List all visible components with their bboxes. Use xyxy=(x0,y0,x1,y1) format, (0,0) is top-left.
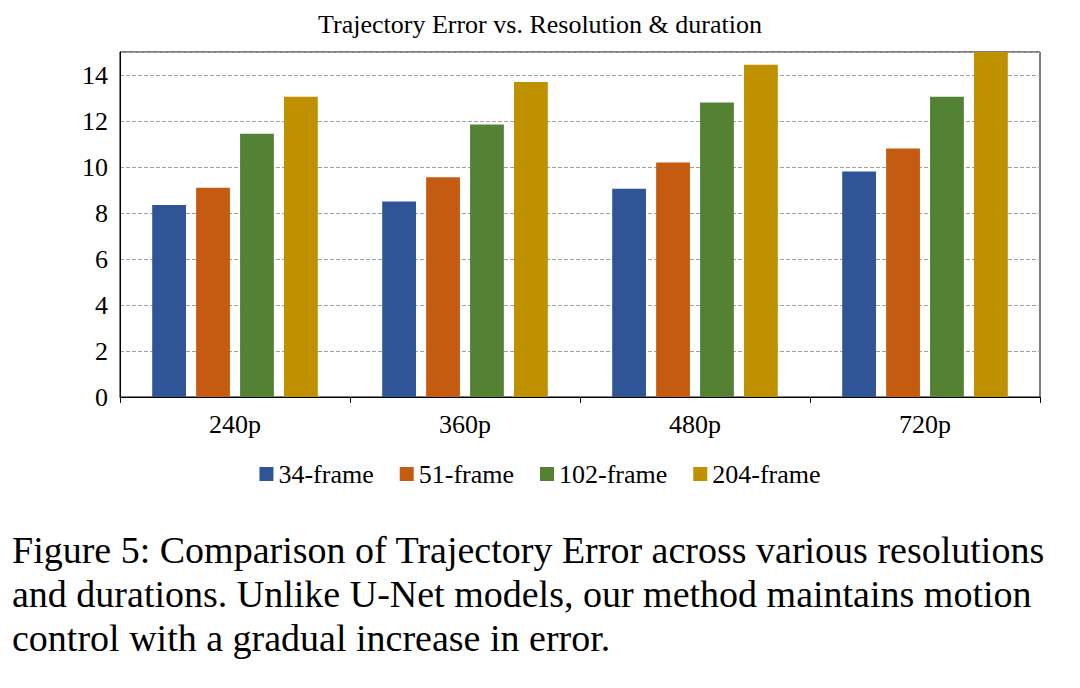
svg-text:control with a gradual increas: control with a gradual increase in error… xyxy=(12,617,610,659)
svg-text:102-frame: 102-frame xyxy=(559,460,667,489)
svg-text:51-frame: 51-frame xyxy=(419,460,514,489)
svg-text:8: 8 xyxy=(95,199,108,228)
svg-text:240p: 240p xyxy=(209,410,261,439)
svg-text:480p: 480p xyxy=(669,410,721,439)
svg-text:Trajectory Error vs. Resolutio: Trajectory Error vs. Resolution & durati… xyxy=(318,10,762,39)
svg-text:0: 0 xyxy=(95,383,108,412)
svg-text:204-frame: 204-frame xyxy=(712,460,820,489)
svg-text:14: 14 xyxy=(82,61,108,90)
svg-text:4: 4 xyxy=(95,291,108,320)
svg-text:34-frame: 34-frame xyxy=(278,460,373,489)
svg-text:12: 12 xyxy=(82,107,108,136)
svg-text:Figure 5: Comparison of Trajec: Figure 5: Comparison of Trajectory Error… xyxy=(12,529,1054,571)
svg-text:10: 10 xyxy=(82,153,108,182)
svg-text:6: 6 xyxy=(95,245,108,274)
svg-text:and durations. Unlike U-Net mo: and durations. Unlike U-Net models, our … xyxy=(12,573,1041,615)
svg-text:360p: 360p xyxy=(439,410,491,439)
svg-text:720p: 720p xyxy=(899,410,951,439)
svg-text:2: 2 xyxy=(95,337,108,366)
